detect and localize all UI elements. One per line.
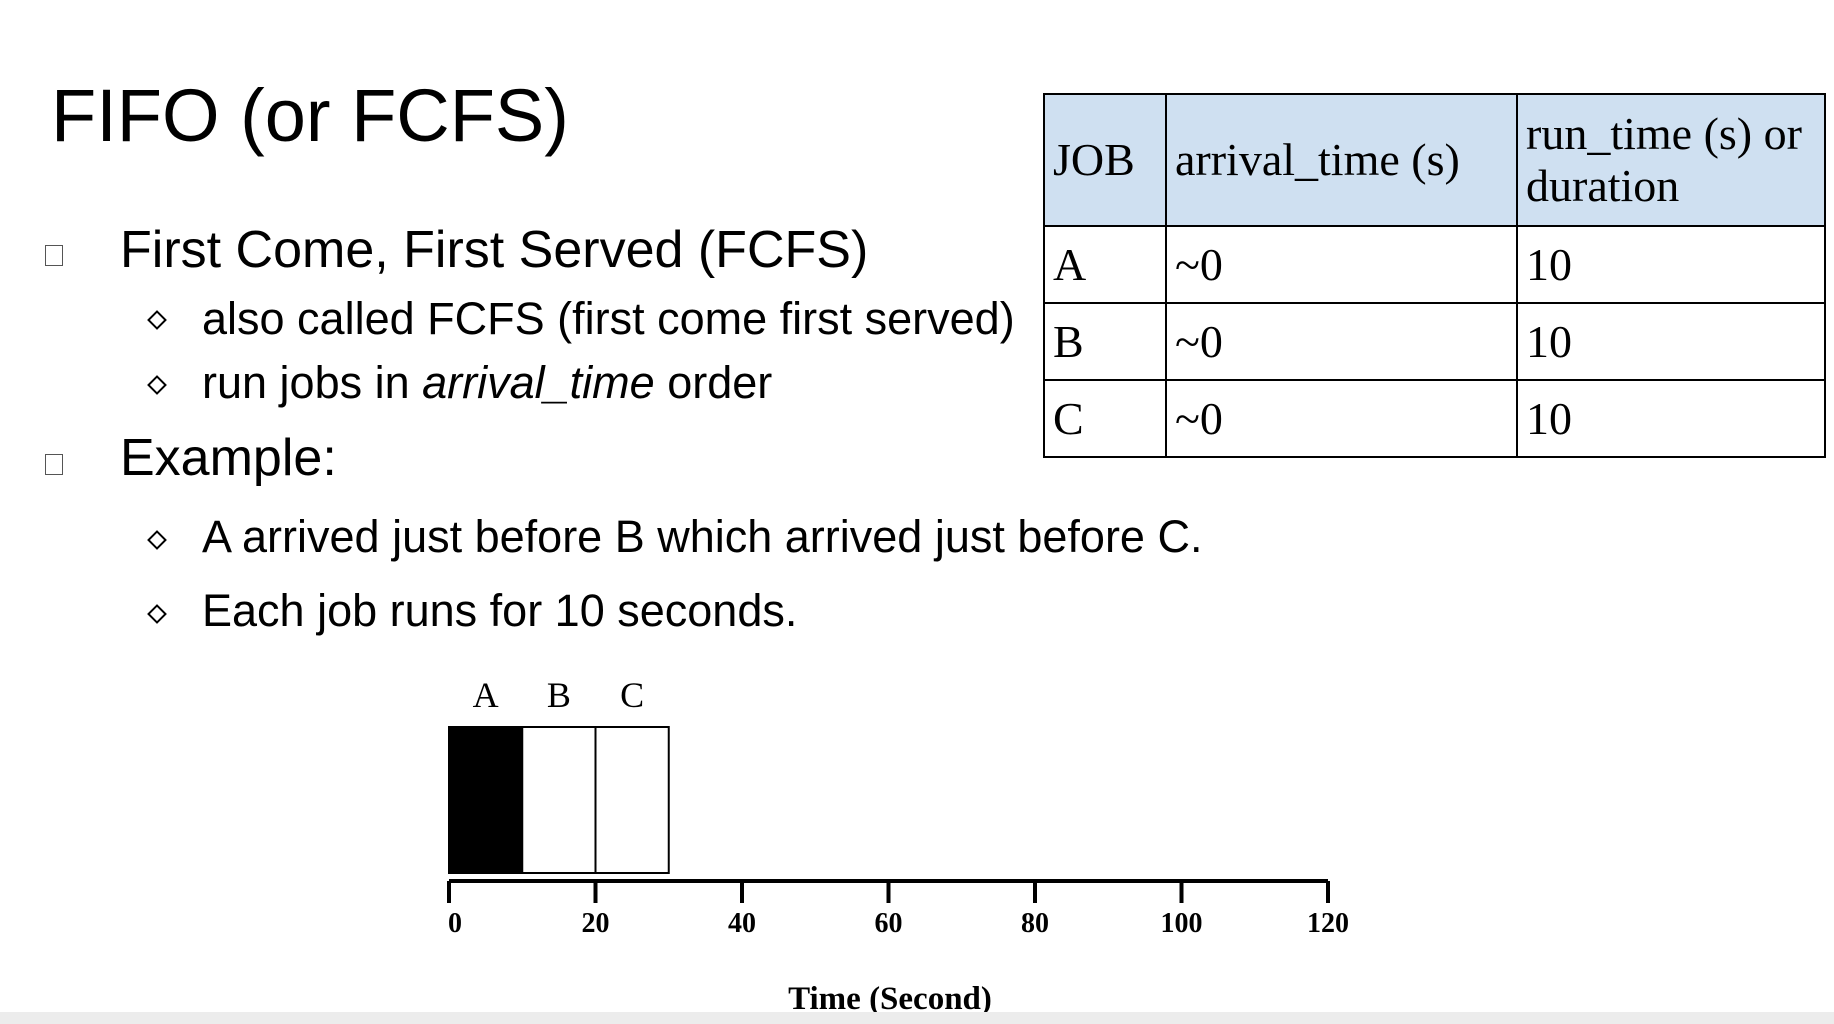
table-row: B ~0 10 [1043,302,1826,381]
job-bar-b [521,726,597,874]
table-row: A ~0 10 [1043,225,1826,304]
x-tick-label-0: 0 [448,908,462,939]
cell-run-time: 10 [1516,379,1826,458]
square-bullet-icon [45,454,63,475]
table-row: C ~0 10 [1043,379,1826,458]
header-run-time: run_time (s) or duration [1516,93,1826,227]
job-label-c: C [620,675,644,715]
cell-arrival: ~0 [1165,225,1518,304]
sub-bullet-text: A arrived just before B which arrived ju… [202,511,1203,562]
header-arrival-time: arrival_time (s) [1165,93,1518,227]
cell-arrival: ~0 [1165,379,1518,458]
sub-bullet-run-jobs: run jobs in arrival_time order [202,356,772,410]
job-bar-a [448,726,524,874]
diamond-bullet-icon [147,530,167,550]
sub-bullet-also-called: also called FCFS (first come first serve… [202,292,1015,346]
cell-run-time: 10 [1516,302,1826,381]
sub-bullet-text: Each job runs for 10 seconds. [202,585,798,636]
x-tick-label-100: 100 [1161,908,1203,939]
x-tick-label-60: 60 [875,908,903,939]
cell-job: A [1043,225,1167,304]
x-tick-label-80: 80 [1021,908,1049,939]
diamond-bullet-icon [147,310,167,330]
diamond-bullet-icon [147,375,167,395]
sub-bullet-emphasis: arrival_time [422,357,655,408]
sub-bullet-run-duration: Each job runs for 10 seconds. [202,584,797,638]
header-job: JOB [1043,93,1167,227]
job-table: JOB arrival_time (s) run_time (s) or dur… [1043,93,1826,458]
cell-job: C [1043,379,1167,458]
bullet-example: Example: [120,429,337,487]
x-tick-label-40: 40 [728,908,756,939]
sub-bullet-text: order [654,357,773,408]
sub-bullet-text: run jobs in [202,357,423,408]
cell-job: B [1043,302,1167,381]
bottom-strip [0,1012,1834,1024]
cell-arrival: ~0 [1165,302,1518,381]
job-bar-c [594,726,670,874]
bullet-fcfs: First Come, First Served (FCFS) [120,221,869,279]
job-label-b: B [547,675,571,715]
sub-bullet-arrival-order: A arrived just before B which arrived ju… [202,510,1202,564]
x-tick-label-20: 20 [582,908,610,939]
table-header-row: JOB arrival_time (s) run_time (s) or dur… [1043,93,1826,227]
cell-run-time: 10 [1516,225,1826,304]
slide-title: FIFO (or FCFS) [51,74,569,157]
job-label-a: A [473,675,499,715]
x-tick-label-120: 120 [1307,908,1349,939]
sub-bullet-text: also called FCFS (first come first serve… [202,293,1015,344]
square-bullet-icon [45,245,63,266]
diamond-bullet-icon [147,604,167,624]
